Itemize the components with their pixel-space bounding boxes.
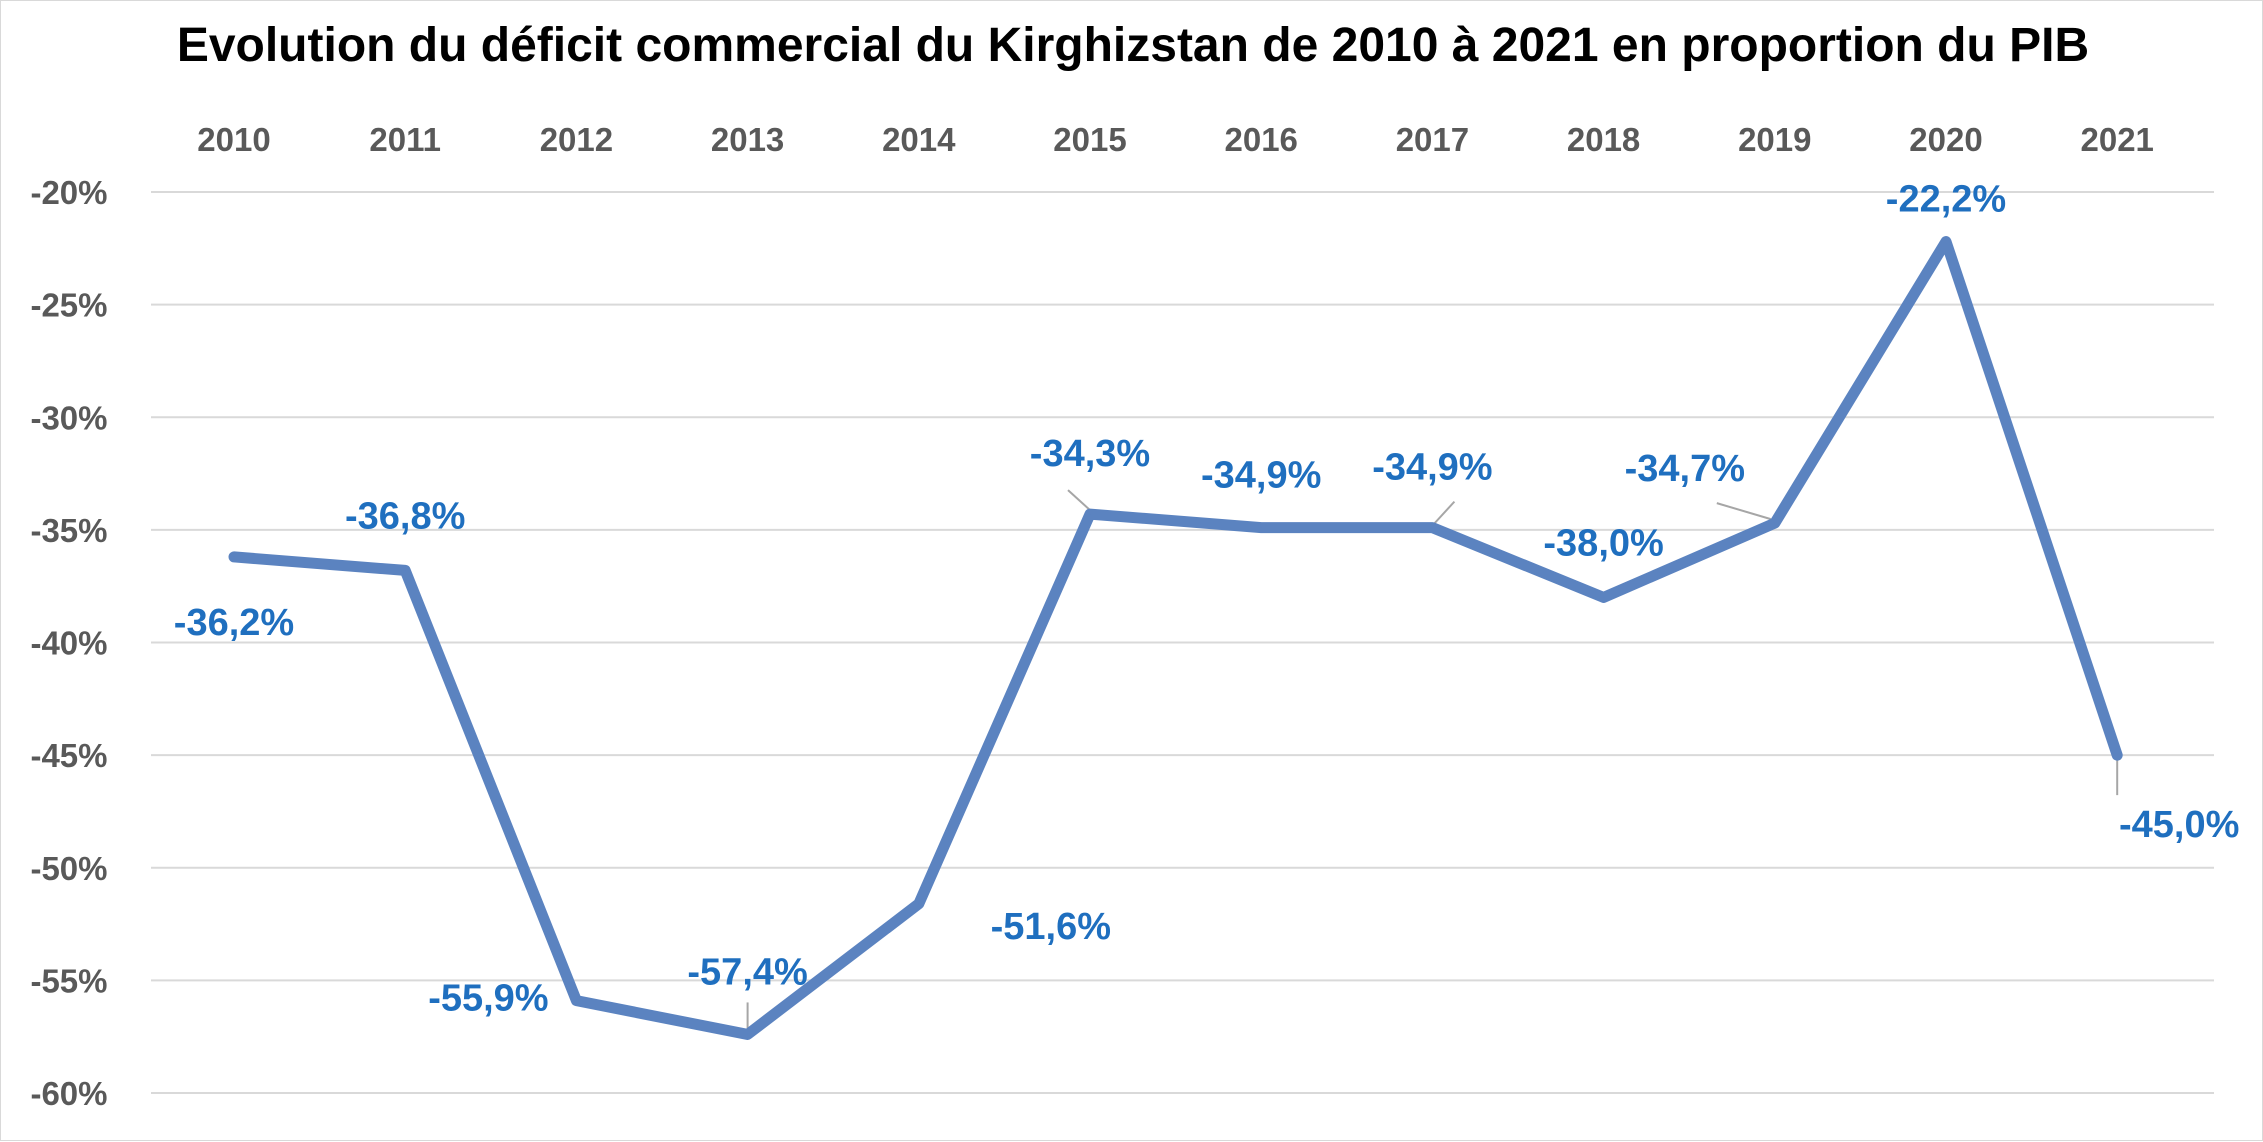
- data-point: [918, 903, 920, 905]
- data-point: [1260, 527, 1262, 529]
- y-tick-label: -20%: [30, 174, 107, 211]
- y-tick-label: -60%: [30, 1075, 107, 1112]
- label-leader-line: [1716, 502, 1772, 521]
- data-label: -34,7%: [1625, 448, 1745, 490]
- x-tick-label: 2014: [882, 121, 956, 158]
- x-tick-label: 2017: [1396, 121, 1469, 158]
- x-tick-label: 2011: [369, 121, 441, 158]
- y-tick-label: -35%: [30, 512, 107, 549]
- x-tick-label: 2013: [711, 121, 784, 158]
- data-point: [575, 1000, 577, 1002]
- data-label: -34,9%: [1201, 455, 1321, 497]
- data-label: -34,3%: [1030, 433, 1150, 475]
- label-leader-line: [1431, 500, 1456, 527]
- data-point: [404, 569, 406, 571]
- data-point: [747, 1033, 749, 1035]
- x-tick-label: 2010: [197, 121, 270, 158]
- data-point: [2116, 754, 2118, 756]
- data-labels: -36,2% -36,8% -55,9% -57,4% -51,6% -34,3% -34,…: [174, 179, 2240, 1020]
- y-tick-label: -25%: [30, 287, 107, 324]
- data-label: -22,2%: [1886, 179, 2006, 221]
- label-leaders: [746, 489, 2119, 1031]
- data-label: -45,0%: [2119, 804, 2239, 846]
- label-leader-line: [1067, 489, 1091, 511]
- y-tick-label: -45%: [30, 737, 107, 774]
- x-tick-label: 2020: [1909, 121, 1982, 158]
- x-tick-label: 2016: [1224, 121, 1297, 158]
- data-point: [1603, 596, 1605, 598]
- data-point: [233, 556, 235, 558]
- x-tick-label: 2018: [1567, 121, 1640, 158]
- x-axis-ticks: 2010 2011 2012 2013 2014 2015 2016 2017 2018 2019…: [197, 121, 2154, 158]
- y-tick-label: -40%: [30, 625, 107, 662]
- x-tick-label: 2021: [2080, 121, 2153, 158]
- y-tick-label: -55%: [30, 962, 107, 999]
- data-label: -55,9%: [428, 978, 548, 1020]
- gridlines: [151, 191, 2214, 1094]
- series-layer: [228, 236, 2123, 1040]
- data-point: [1089, 513, 1091, 515]
- chart-title: Evolution du déficit commercial du Kirgh…: [177, 19, 2089, 72]
- data-label: -38,0%: [1543, 522, 1663, 564]
- y-tick-label: -30%: [30, 399, 107, 436]
- data-point: [1774, 522, 1776, 524]
- data-label: -57,4%: [687, 951, 807, 993]
- series-line: [228, 236, 2123, 1040]
- data-point: [1431, 527, 1433, 529]
- data-point: [1945, 241, 1947, 243]
- y-axis-ticks: -20% -25% -30% -35% -40% -45% -50% -55% -60%: [30, 174, 107, 1112]
- data-label: -36,2%: [174, 602, 294, 644]
- data-label: -36,8%: [345, 495, 465, 537]
- x-tick-label: 2015: [1053, 121, 1126, 158]
- y-tick-label: -50%: [30, 850, 107, 887]
- data-label: -51,6%: [991, 906, 1111, 948]
- x-tick-label: 2012: [540, 121, 613, 158]
- x-tick-label: 2019: [1738, 121, 1811, 158]
- data-label: -34,9%: [1372, 447, 1492, 489]
